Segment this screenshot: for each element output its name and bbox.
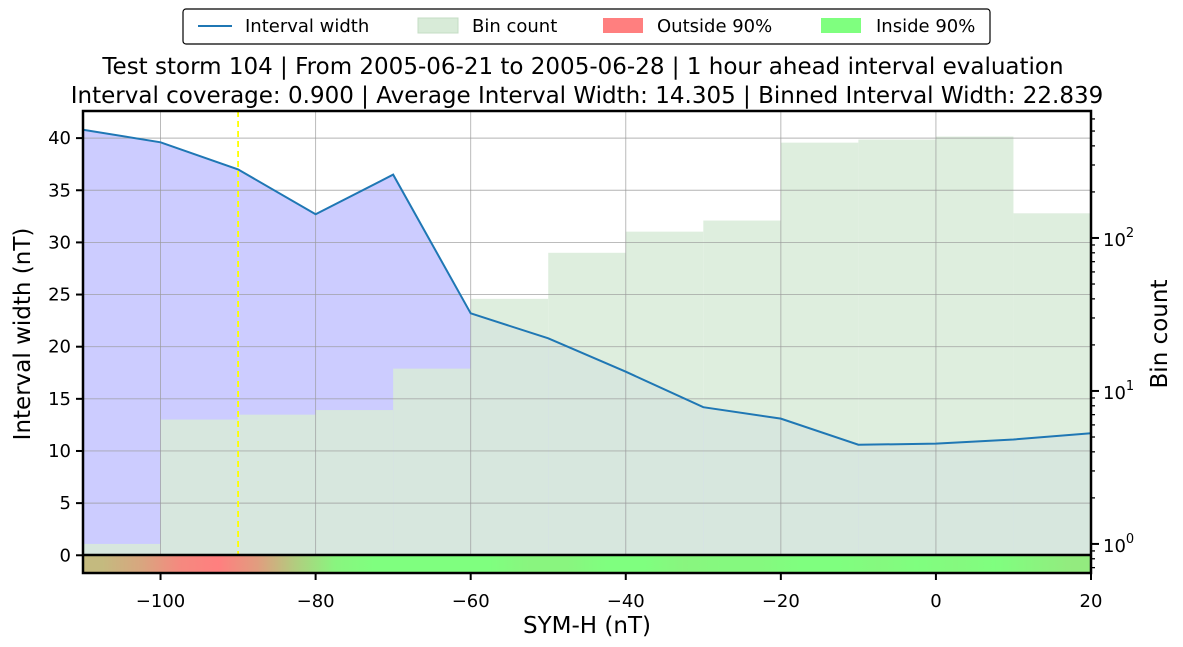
legend-entry-bin-count: Bin count [417,16,557,37]
x-tick-label: 0 [930,591,941,612]
y2-tick-label: 100 [1103,532,1134,557]
bin-count-bar [935,136,1014,573]
bin-count-bar [470,298,549,573]
y-tick-label: 15 [48,389,71,410]
legend: Interval width Bin count Outside 90% Ins… [182,8,991,45]
x-tick-label: −80 [297,591,335,612]
bin-count-bar [160,419,239,573]
legend-swatch-bin-count [417,17,459,34]
legend-entry-outside-90: Outside 90% [603,16,772,37]
bin-count-layer [83,136,1091,573]
x-tick-label: −20 [762,591,800,612]
bin-count-bar [315,410,394,573]
x-axis-label: SYM-H (nT) [523,613,651,639]
plot-area [83,111,1091,573]
x-tick-label: −40 [607,591,645,612]
legend-entry-inside-90: Inside 90% [821,16,975,37]
bin-count-bar [238,414,316,573]
legend-entry-interval-width: Interval width [198,16,369,37]
legend-frame [182,8,991,45]
y-axis-label: Interval width (nT) [10,228,36,441]
chart-subtitle: Interval coverage: 0.900 | Average Inter… [71,83,1103,109]
x-tick-label: 20 [1080,591,1103,612]
x-tick-label: −100 [136,591,185,612]
y-tick-label: 0 [60,545,71,566]
y-tick-label: 30 [48,232,71,253]
y-tick-label: 5 [60,493,71,514]
bin-count-bar [858,139,936,573]
x-tick-label: −60 [452,591,490,612]
y2-axis-label: Bin count [1147,280,1173,389]
interval-width-line [83,128,1091,446]
legend-label: Interval width [245,16,369,37]
y2-tick-exponent: 2 [1126,226,1134,241]
y2-tick-exponent: 0 [1126,532,1134,547]
legend-swatch-inside [821,18,861,33]
y-tick-label: 20 [48,337,71,358]
interval-width-line-layer [83,128,1091,446]
y2-tick-label: 101 [1103,379,1134,404]
y-tick-label: 10 [48,441,71,462]
bin-count-bar [1013,213,1091,573]
y-axis-left: 0 5 10 15 20 25 30 35 40 [48,128,83,566]
y-tick-label: 40 [48,128,71,149]
y-tick-label: 25 [48,285,71,306]
x-axis: −100 −80 −60 −40 −20 0 20 [136,573,1103,612]
y-tick-label: 35 [48,180,71,201]
bin-count-bar [393,368,471,573]
legend-swatch-outside [603,18,643,33]
plot-frame [81,109,1093,575]
coverage-strip [83,555,1091,573]
legend-label: Inside 90% [876,16,975,37]
legend-label: Outside 90% [657,16,772,37]
y2-tick-label: 102 [1103,226,1134,251]
legend-label: Bin count [472,16,557,37]
bin-count-bar [548,252,626,573]
y2-tick-exponent: 1 [1126,379,1134,394]
bin-count-bar [780,142,859,573]
coverage-strip-layer [83,555,1091,573]
bin-count-bar [703,220,781,573]
chart-title: Test storm 104 | From 2005-06-21 to 2005… [101,54,1063,80]
